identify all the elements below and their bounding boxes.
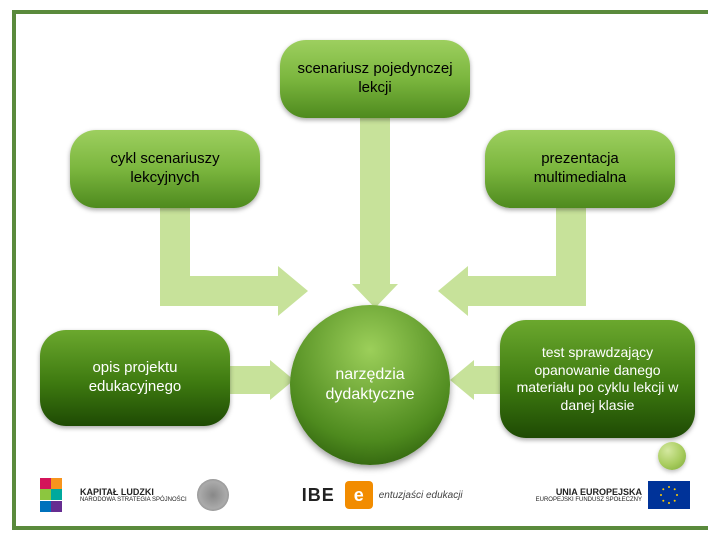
node-right-lower: test sprawdzający opanowanie danego mate… <box>500 320 695 438</box>
logo-unia: UNIA EUROPEJSKA EUROPEJSKI FUNDUSZ SPOŁE… <box>536 481 690 509</box>
footer-left-group: KAPITAŁ LUDZKI NARODOWA STRATEGIA SPÓJNO… <box>40 478 229 512</box>
entuzjasci-icon: e <box>345 481 373 509</box>
footer-logos: KAPITAŁ LUDZKI NARODOWA STRATEGIA SPÓJNO… <box>40 472 690 518</box>
node-right-upper-label: prezentacja multimedialna <box>495 150 665 188</box>
ibe-text: IBE <box>302 485 335 506</box>
seal-icon <box>197 479 229 511</box>
frame-bottom <box>12 526 708 530</box>
node-left-upper-label: cykl scenariuszy lekcyjnych <box>80 150 250 188</box>
frame-top <box>12 10 708 14</box>
logo-kapital-ludzki: KAPITAŁ LUDZKI NARODOWA STRATEGIA SPÓJNO… <box>40 478 187 512</box>
unia-title: UNIA EUROPEJSKA <box>536 487 642 497</box>
node-top: scenariusz pojedynczej lekcji <box>280 40 470 118</box>
node-center: narzędzia dydaktyczne <box>290 305 450 465</box>
footer-center-group: IBE e entuzjaści edukacji <box>302 481 463 509</box>
kl-title: KAPITAŁ LUDZKI <box>80 487 187 497</box>
arrow-left-upper <box>148 208 308 328</box>
arrow-top-down <box>352 118 398 308</box>
entuzjasci-text: entuzjaści edukacji <box>379 490 463 501</box>
node-right-lower-label: test sprawdzający opanowanie danego mate… <box>510 344 685 414</box>
arrow-right-upper <box>438 208 598 328</box>
kl-icon <box>40 478 74 512</box>
node-top-label: scenariusz pojedynczej lekcji <box>290 60 460 98</box>
arrow-right-lower <box>450 360 504 400</box>
logo-entuzjasci: e entuzjaści edukacji <box>345 481 463 509</box>
node-left-upper: cykl scenariuszy lekcyjnych <box>70 130 260 208</box>
decorative-ball <box>658 442 686 470</box>
node-left-lower: opis projektu edukacyjnego <box>40 330 230 426</box>
frame-left <box>12 10 16 530</box>
node-right-upper: prezentacja multimedialna <box>485 130 675 208</box>
node-center-label: narzędzia dydaktyczne <box>290 365 450 405</box>
node-left-lower-label: opis projektu edukacyjnego <box>50 359 220 397</box>
footer-right-group: UNIA EUROPEJSKA EUROPEJSKI FUNDUSZ SPOŁE… <box>536 481 690 509</box>
logo-ibe-seal <box>197 479 229 511</box>
arrow-left-lower <box>230 360 294 400</box>
diagram-canvas: scenariusz pojedynczej lekcji cykl scena… <box>40 30 690 450</box>
kl-sub: NARODOWA STRATEGIA SPÓJNOŚCI <box>80 497 187 503</box>
eu-flag-icon <box>648 481 690 509</box>
unia-sub: EUROPEJSKI FUNDUSZ SPOŁECZNY <box>536 497 642 503</box>
logo-ibe: IBE <box>302 485 335 506</box>
